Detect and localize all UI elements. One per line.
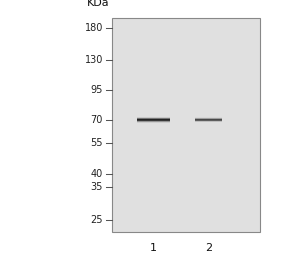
Text: 35: 35 xyxy=(91,182,103,192)
Text: 180: 180 xyxy=(85,23,103,33)
Text: 70: 70 xyxy=(91,115,103,125)
Text: 130: 130 xyxy=(85,55,103,65)
Text: KDa: KDa xyxy=(87,0,109,8)
Text: 55: 55 xyxy=(90,138,103,148)
Text: 40: 40 xyxy=(91,169,103,179)
Text: 95: 95 xyxy=(91,85,103,95)
Text: 2: 2 xyxy=(205,243,212,253)
Text: 25: 25 xyxy=(90,214,103,225)
Text: 1: 1 xyxy=(150,243,157,253)
Bar xyxy=(112,18,260,232)
